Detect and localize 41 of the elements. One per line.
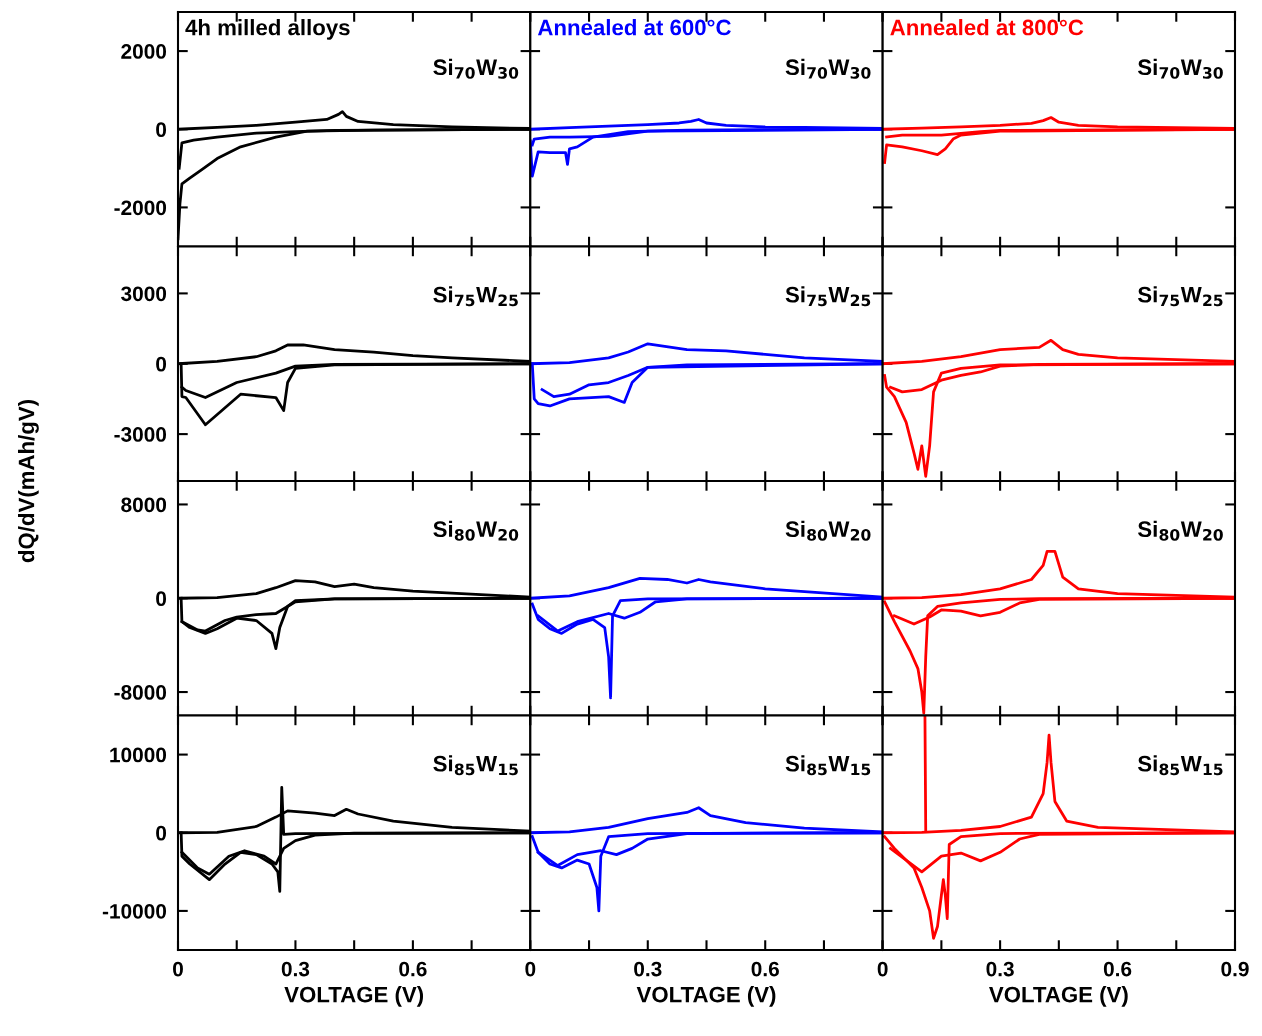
chart-title: Annealed at 800°C (890, 19, 1084, 36)
x-tick-label: 0.6 (751, 961, 779, 977)
x-axis-title: VOLTAGE (V) (636, 986, 776, 1007)
y-tick-label: 0 (156, 591, 167, 606)
y-tick-label: 0 (156, 122, 167, 137)
x-tick-label: 0.9 (1221, 961, 1249, 977)
y-tick-label: -10000 (102, 903, 167, 919)
annotation: Si$_{70}$W$_{30}$ (785, 58, 871, 79)
annotation: Si$_{70}$W$_{30}$ (433, 58, 519, 79)
annotation: Si$_{85}$W$_{15}$ (433, 755, 518, 776)
annotation: Si$_{75}$W$_{25}$ (1137, 286, 1223, 307)
x-tick-label: 0.3 (281, 961, 310, 977)
x-tick-label: 0.6 (1103, 961, 1132, 977)
y-tick-label: 0 (156, 356, 167, 372)
chart-title: 4h milled alloys (185, 19, 350, 40)
x-tick-label: 0 (173, 961, 183, 977)
x-tick-label: 0.3 (986, 961, 1014, 977)
y-tick-label: -2000 (114, 200, 167, 216)
y-tick-label: 3000 (121, 286, 167, 302)
y-axis-title: dQ/dV(mAh/gV) (18, 400, 39, 563)
x-tick-label: 0.3 (634, 961, 662, 977)
y-tick-label: 10000 (110, 747, 167, 763)
annotation: Si$_{85}$W$_{15}$ (1137, 755, 1223, 776)
x-tick-label: 0 (525, 961, 536, 977)
annotation: Si$_{80}$W$_{20}$ (785, 520, 871, 541)
y-tick-label: -3000 (114, 427, 167, 442)
x-axis-title: VOLTAGE (V) (284, 986, 424, 1007)
x-tick-label: 0.6 (399, 961, 427, 977)
annotation: Si$_{80}$W$_{20}$ (433, 520, 519, 541)
y-tick-label: 8000 (121, 497, 167, 513)
annotation: Si$_{75}$W$_{25}$ (433, 286, 518, 307)
y-tick-label: -8000 (114, 685, 167, 700)
x-tick-label: 0 (877, 961, 888, 977)
annotation: Si$_{80}$W$_{20}$ (1137, 520, 1223, 541)
annotation: Si$_{75}$W$_{25}$ (785, 286, 871, 307)
x-axis-title: VOLTAGE (V) (989, 986, 1128, 1007)
y-tick-label: 2000 (121, 44, 167, 59)
annotation: Si$_{85}$W$_{15}$ (785, 755, 871, 776)
annotation: Si$_{70}$W$_{30}$ (1137, 58, 1223, 79)
chart-title: Annealed at 600°C (537, 19, 731, 36)
y-tick-label: 0 (156, 825, 167, 841)
